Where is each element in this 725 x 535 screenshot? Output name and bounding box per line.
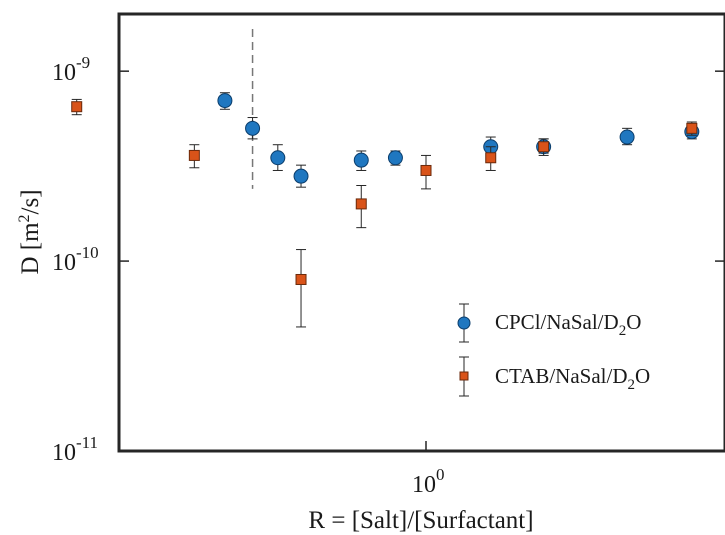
data-point-1-0 bbox=[71, 101, 83, 113]
legend-cpcl-label-sub: 2 bbox=[619, 323, 627, 339]
data-point-1-4 bbox=[420, 164, 432, 176]
data-point-0-4 bbox=[353, 152, 369, 168]
legend-cpcl-label-base: CPCl/NaSal/D bbox=[495, 310, 619, 334]
data-point-0-8 bbox=[619, 129, 635, 145]
y-axis-label-end: /s] bbox=[17, 189, 44, 214]
data-point-1-5 bbox=[485, 152, 497, 164]
data-point-1-6 bbox=[538, 141, 550, 153]
data-point-0-1 bbox=[245, 120, 261, 136]
x-tick-label-base-0: 10 bbox=[412, 472, 436, 498]
data-point-1-7 bbox=[686, 122, 698, 134]
y-tick-label-exp-1: -10 bbox=[76, 243, 99, 262]
plot-frame bbox=[117, 12, 725, 453]
y-tick-label-1: 10-10 bbox=[52, 243, 99, 276]
y-tick-label-0: 10-9 bbox=[52, 53, 90, 86]
data-point-1-3 bbox=[355, 198, 367, 210]
data-point-1-2 bbox=[295, 273, 307, 285]
y-axis-label-base: D [m bbox=[17, 222, 44, 275]
y-tick-label-2: 10-11 bbox=[52, 433, 98, 466]
data-point-0-2 bbox=[270, 150, 286, 166]
legend-ctab-label-end: O bbox=[635, 364, 650, 388]
plot-background bbox=[119, 14, 725, 451]
data-point-0-0 bbox=[217, 93, 233, 109]
y-axis-label: D [m2/s] bbox=[16, 189, 44, 274]
legend-cpcl-marker bbox=[457, 316, 471, 330]
data-point-0-5 bbox=[387, 150, 403, 166]
legend-ctab-marker bbox=[459, 371, 469, 381]
x-axis-ticks: 100 bbox=[412, 441, 445, 498]
legend: CPCl/NaSal/D2O CTAB/NaSal/D2O bbox=[457, 303, 650, 397]
data-points bbox=[71, 92, 700, 328]
x-tick-label-exp-0: 0 bbox=[436, 465, 445, 484]
legend-cpcl-label-end: O bbox=[626, 310, 641, 334]
series-1 bbox=[71, 98, 698, 328]
x-axis-label: R = [Salt]/[Surfactant] bbox=[308, 507, 533, 534]
legend-ctab-label-sub: 2 bbox=[627, 377, 635, 393]
legend-ctab-label-base: CTAB/NaSal/D bbox=[495, 364, 627, 388]
x-tick-label-0: 100 bbox=[412, 465, 445, 498]
data-point-1-1 bbox=[188, 149, 200, 161]
y-axis-label-superscript: 2 bbox=[16, 214, 33, 222]
y-tick-label-exp-0: -9 bbox=[76, 53, 90, 72]
legend-cpcl-label: CPCl/NaSal/D2O bbox=[495, 310, 641, 339]
y-tick-label-base-0: 10 bbox=[52, 60, 76, 86]
y-tick-label-base-1: 10 bbox=[52, 250, 76, 276]
data-point-0-3 bbox=[293, 168, 309, 184]
y-tick-label-base-2: 10 bbox=[52, 440, 76, 466]
y-tick-label-exp-2: -11 bbox=[76, 433, 98, 452]
legend-ctab-label: CTAB/NaSal/D2O bbox=[495, 364, 650, 393]
